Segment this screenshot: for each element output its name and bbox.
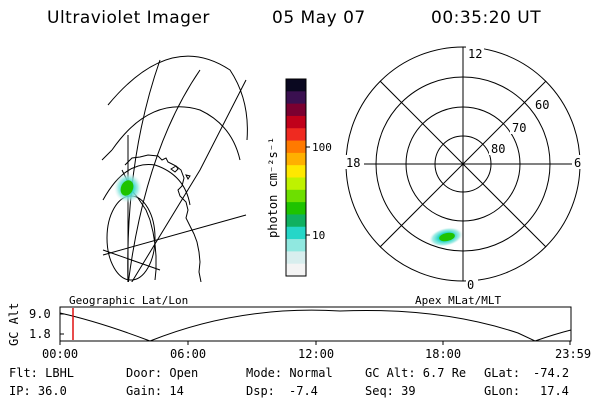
colorbar-cell [286,79,306,92]
colorbar-cell [286,177,306,191]
info-dsp-value: -7.4 [289,384,318,398]
date-label: 05 May 07 [272,8,366,28]
colorbar-tick-10: 10 [312,229,325,242]
coastline [124,154,202,282]
info-filter: Flt: LBHL [9,366,75,380]
timeline-xtick-0600: 06:00 [170,347,206,361]
colorbar-cell [286,103,306,117]
colorbar-cell [286,165,306,179]
timeline-right-label: Apex MLat/MLT [415,294,501,307]
instrument-title: Ultraviolet Imager [47,8,210,28]
orbit-timeline: Geographic Lat/Lon Apex MLat/MLT 9.0 1.8… [7,294,591,361]
mlat-label-80: 80 [491,142,505,156]
polar-plot [345,46,581,282]
timeline-xtick-1200: 12:00 [298,347,334,361]
timeline-axis-title: GC Alt [7,303,21,346]
mlt-label-6: 6 [574,156,581,170]
map-meridian-1 [131,79,247,282]
map-grid-arc-1 [107,55,248,141]
colorbar-unit-label: photon cm⁻²s⁻¹ [266,137,280,238]
map-meridian-2 [127,69,201,282]
info-mode: Mode: Normal [246,366,333,380]
mlt-label-0: 0 [467,278,474,292]
colorbar-cell [286,128,306,142]
timeline-xtick-2359: 23:59 [555,347,591,361]
map-grid-ellipse [106,195,156,281]
colorbar-cell [286,251,306,265]
colorbar-cell [286,214,306,228]
timeline-xtick-0000: 00:00 [42,347,78,361]
aurora-core-map [120,180,134,196]
aurora-core-polar [439,232,455,242]
map-latline-2 [102,249,161,271]
mlat-label-60: 60 [535,98,549,112]
colorbar-cell [286,91,306,105]
map-grid-arc-2 [111,106,241,161]
colorbar-cell [286,140,306,154]
time-label: 00:35:20 UT [431,8,542,28]
info-seq: Seq: 39 [365,384,416,398]
colorbar-cell [286,263,306,277]
info-glon-label: GLon: [484,384,521,398]
info-gain: Gain: 14 [126,384,184,398]
mlt-label-18: 18 [346,156,360,170]
info-glon-value: 17.4 [540,384,569,398]
timeline-xtick-1800: 18:00 [425,347,461,361]
colorbar-cell [286,115,306,129]
colorbar-cell [286,202,306,216]
info-dsp-label: Dsp: [246,384,275,398]
map-latline-1 [102,214,247,256]
info-glat-label: GLat: [484,366,521,380]
info-glat-value: -74.2 [533,366,570,380]
colorbar-cell [286,152,306,166]
altitude-curve [59,309,572,342]
colorbar-cell [286,189,306,203]
mlat-label-70: 70 [512,121,526,135]
mlt-label-12: 12 [468,47,482,61]
polar-diagonal-2 [379,80,547,248]
map-latline-3 [101,149,113,161]
timeline-ytick-1.8: 1.8 [29,327,51,341]
color-bar: 100 10 photon cm⁻²s⁻¹ [266,78,332,277]
info-door: Door: Open [126,366,199,380]
colorbar-cell [286,239,306,252]
timeline-left-label: Geographic Lat/Lon [69,294,188,307]
info-gc-alt: GC Alt: 6.7 Re [365,366,467,380]
polar-labels: 12 0 18 6 60 70 80 [344,46,584,292]
info-ip: IP: 36.0 [9,384,67,398]
timeline-ytick-9: 9.0 [29,307,51,321]
colorbar-tick-100: 100 [312,141,332,154]
coastline-islands [170,165,191,180]
geographic-map [101,55,248,282]
colorbar-cell [286,226,306,240]
